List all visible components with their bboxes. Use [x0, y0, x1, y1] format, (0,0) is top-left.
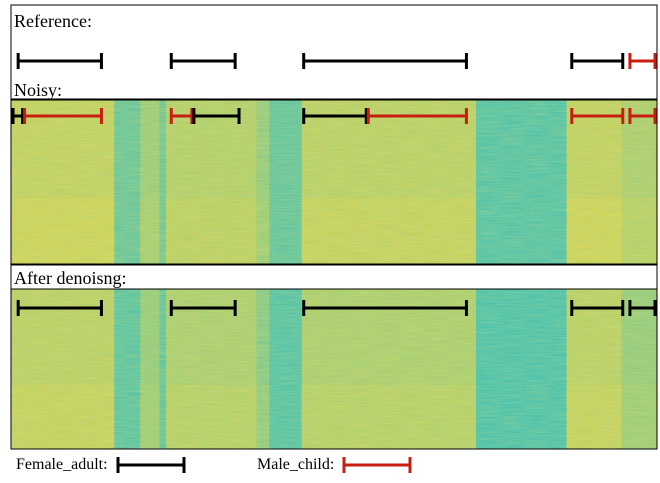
segment-female	[11, 108, 25, 124]
legend-male-label: Male_child:	[257, 456, 335, 473]
reference-frame	[10, 4, 658, 100]
legend-female-swatch	[116, 457, 186, 473]
noisy-spectrogram	[11, 100, 657, 264]
denoised-spectrogram	[11, 289, 657, 449]
segment-female	[192, 108, 241, 124]
segment-female	[169, 300, 237, 316]
noisy-segments	[11, 108, 657, 124]
segment-male	[628, 108, 657, 124]
legend-female-label: Female_adult:	[16, 456, 108, 473]
noisy-panel: Noisy:	[10, 80, 658, 265]
legend-male: Male_child:	[257, 452, 412, 478]
denoised-label-band	[10, 264, 658, 290]
segment-male	[628, 53, 657, 69]
denoised-panel: After denoisng:	[10, 264, 658, 450]
legend-male-swatch	[342, 457, 412, 473]
reference-segments	[16, 53, 657, 69]
segment-female	[169, 53, 237, 69]
spectrogram-streaks	[11, 289, 657, 449]
segment-male	[366, 108, 468, 124]
noisy-label: Noisy:	[14, 80, 62, 100]
denoised-label: After denoisng:	[14, 268, 126, 288]
segment-female	[570, 53, 625, 69]
segment-female	[302, 300, 468, 316]
segment-female	[16, 53, 103, 69]
segment-male	[570, 108, 625, 124]
reference-panel: Reference:	[10, 4, 658, 100]
segment-female	[302, 108, 368, 124]
segment-female	[302, 53, 468, 69]
legend-female: Female_adult:	[16, 452, 186, 478]
segment-female	[570, 300, 625, 316]
segment-female	[16, 300, 103, 316]
segment-male	[169, 108, 194, 124]
segment-female	[628, 300, 657, 316]
denoised-segments	[16, 300, 657, 316]
noisy-frame	[10, 99, 658, 265]
reference-label: Reference:	[14, 11, 92, 31]
segment-male	[23, 108, 103, 124]
denoised-frame	[10, 288, 658, 450]
spectrogram-streaks	[11, 100, 657, 264]
